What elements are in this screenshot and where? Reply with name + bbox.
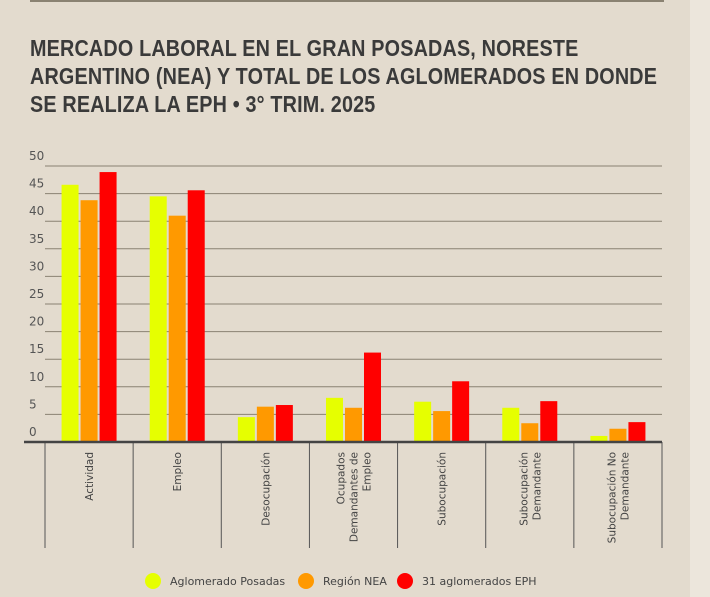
bar — [364, 352, 381, 442]
category-label: Desocupación — [260, 452, 272, 526]
bar — [414, 401, 432, 442]
chart-title: MERCADO LABORAL EN EL GRAN POSADAS, NORE… — [30, 35, 658, 117]
bar — [502, 407, 520, 442]
legend-label: 31 aglomerados EPH — [422, 575, 537, 588]
legend-marker — [397, 573, 413, 589]
legend-label: Región NEA — [323, 575, 387, 588]
category-label: Subocupación — [437, 452, 449, 526]
bar — [628, 422, 646, 442]
legend-marker — [298, 573, 314, 589]
top-rule — [30, 0, 664, 2]
legend-marker — [145, 573, 161, 589]
category-label: SubocupaciónDemandante — [518, 452, 543, 526]
bar — [99, 172, 117, 442]
bar — [80, 200, 98, 442]
bar — [521, 423, 539, 442]
y-tick-label: 25 — [29, 287, 44, 301]
bar — [256, 406, 274, 442]
y-tick-label: 30 — [29, 259, 44, 273]
y-tick-label: 20 — [29, 315, 44, 329]
bar — [590, 435, 608, 442]
category-label: OcupadosDemandantes deEmpleo — [336, 452, 374, 542]
bar — [149, 196, 167, 442]
category-label: Subocupación NoDemandante — [606, 452, 631, 543]
bar — [326, 397, 343, 442]
y-tick-label: 35 — [29, 232, 44, 246]
y-tick-label: 10 — [29, 370, 44, 384]
bar — [452, 381, 470, 442]
y-tick-label: 50 — [29, 149, 44, 163]
y-tick-label: 0 — [29, 425, 37, 439]
bar — [433, 411, 451, 442]
bar — [168, 215, 186, 442]
background-strip — [690, 0, 710, 597]
y-tick-label: 40 — [29, 204, 44, 218]
category-label: Actividad — [84, 452, 96, 501]
bar — [275, 405, 293, 442]
y-tick-label: 45 — [29, 177, 44, 191]
y-tick-label: 15 — [29, 342, 44, 356]
bar — [540, 401, 558, 442]
legend-label: Aglomerado Posadas — [170, 575, 285, 588]
category-label: Empleo — [172, 452, 184, 491]
y-tick-label: 5 — [29, 397, 37, 411]
bar — [61, 184, 79, 442]
bar — [237, 417, 255, 442]
bar — [609, 428, 627, 442]
bar — [187, 190, 205, 442]
bar — [345, 407, 362, 442]
